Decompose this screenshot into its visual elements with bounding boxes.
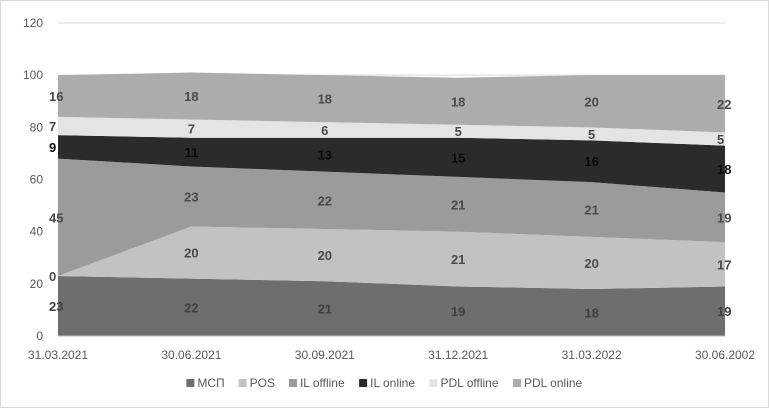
- data-label: 23: [49, 299, 63, 314]
- y-tick-label: 0: [36, 329, 43, 343]
- legend-label: POS: [250, 376, 275, 390]
- area-pdl-online: [58, 72, 725, 133]
- data-label: 17: [717, 257, 731, 272]
- data-label: 5: [455, 124, 462, 139]
- data-label: 18: [717, 162, 731, 177]
- legend-swatch: [288, 379, 297, 387]
- x-tick-label: 30.06.2002: [695, 348, 755, 362]
- data-labels: 23 22 21 19 18 19 0 20 20 21 20 17 45 23 22 21 21 19 9 11 13…: [49, 89, 731, 320]
- x-tick-label: 30.06.2021: [161, 348, 221, 362]
- data-label: 21: [451, 197, 465, 212]
- data-label: 15: [451, 150, 465, 165]
- legend-label: IL online: [370, 376, 415, 390]
- data-label: 18: [318, 92, 332, 107]
- x-tick-label: 31.03.2021: [28, 348, 88, 362]
- x-tick-label: 31.03.2022: [562, 348, 622, 362]
- data-label: 5: [588, 127, 595, 142]
- data-label: 20: [584, 256, 598, 271]
- data-label: 7: [188, 122, 195, 137]
- legend-swatch: [238, 379, 247, 387]
- legend-swatch: [186, 379, 195, 387]
- data-label: 22: [717, 97, 731, 112]
- y-tick-label: 120: [23, 16, 43, 30]
- y-tick-label: 100: [23, 68, 43, 82]
- area-msp: [58, 276, 725, 336]
- data-label: 21: [584, 202, 598, 217]
- data-label: 22: [318, 193, 332, 208]
- area-pos: [58, 226, 725, 290]
- data-label: 13: [318, 148, 332, 163]
- data-label: 18: [451, 94, 465, 109]
- y-tick-label: 40: [30, 225, 44, 239]
- area-il-online: [58, 135, 725, 193]
- area-pdl-offline: [58, 116, 725, 146]
- data-label: 0: [49, 269, 56, 284]
- plot-areas: [58, 72, 725, 336]
- data-label: 19: [717, 210, 731, 225]
- y-tick-label: 20: [30, 277, 44, 291]
- data-label: 22: [184, 300, 198, 315]
- legend-label: IL offline: [300, 376, 345, 390]
- data-label: 19: [717, 304, 731, 319]
- data-label: 20: [584, 94, 598, 109]
- data-label: 20: [184, 246, 198, 261]
- data-label: 11: [185, 145, 199, 160]
- legend-label: PDL online: [524, 376, 583, 390]
- y-tick-label: 80: [30, 120, 44, 134]
- x-tick-label: 30.09.2021: [295, 348, 355, 362]
- x-tick-label: 31.12.2021: [428, 348, 488, 362]
- data-label: 18: [184, 89, 198, 104]
- data-label: 16: [49, 89, 63, 104]
- legend: МСП POS IL offline IL online PDL offline PDL …: [186, 376, 583, 390]
- data-label: 18: [584, 306, 598, 321]
- y-tick-label: 60: [30, 173, 44, 187]
- data-label: 20: [318, 248, 332, 263]
- data-label: 9: [49, 140, 56, 155]
- legend-label: МСП: [197, 376, 224, 390]
- data-label: 21: [451, 252, 465, 267]
- area-il-offline: [58, 158, 725, 277]
- data-label: 5: [717, 132, 724, 147]
- data-label: 16: [584, 154, 598, 169]
- legend-swatch: [429, 379, 438, 387]
- data-label: 6: [321, 123, 328, 138]
- data-label: 19: [451, 304, 465, 319]
- legend-swatch: [359, 379, 368, 387]
- legend-label: PDL offline: [440, 376, 498, 390]
- data-label: 21: [318, 302, 332, 317]
- legend-swatch: [512, 379, 521, 387]
- data-label: 7: [49, 119, 56, 134]
- data-label: 45: [49, 210, 63, 225]
- data-label: 23: [184, 189, 198, 204]
